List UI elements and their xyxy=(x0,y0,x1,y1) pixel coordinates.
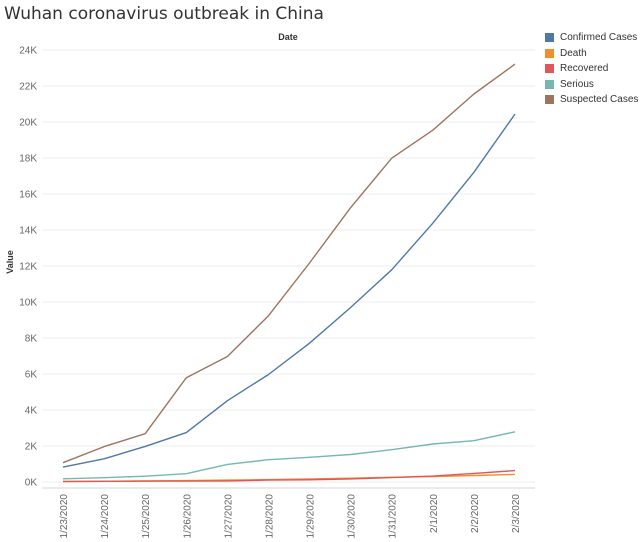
series-line-confirmed-cases xyxy=(62,113,516,468)
series-line-suspected-cases xyxy=(62,63,516,464)
y-tick-label: 2K xyxy=(25,442,38,453)
x-tick-label: 2/3/2020 xyxy=(511,494,522,533)
y-tick-label: 0K xyxy=(25,478,38,489)
y-axis-ticks: 0K 2K 4K 6K 8K 10K 12K 14K 16K 18K 20K 22K 24K xyxy=(19,46,37,489)
gridlines xyxy=(42,49,535,489)
y-tick-label: 8K xyxy=(25,334,38,345)
legend-swatch xyxy=(545,48,554,58)
x-tick-label: 1/23/2020 xyxy=(59,494,70,539)
y-axis-title: Value xyxy=(5,250,15,274)
x-tick-label: 1/31/2020 xyxy=(388,494,399,539)
x-tick-label: 2/1/2020 xyxy=(429,494,440,533)
chart-title: Wuhan coronavirus outbreak in China xyxy=(4,4,324,24)
y-tick-label: 4K xyxy=(25,406,38,417)
series-lines xyxy=(62,63,516,483)
legend-item: Recovered xyxy=(545,61,638,77)
legend-label: Death xyxy=(560,47,587,59)
legend-item: Confirmed Cases xyxy=(545,30,638,46)
y-tick-label: 22K xyxy=(19,82,37,93)
y-tick-label: 18K xyxy=(19,154,37,165)
legend-swatch xyxy=(545,95,554,105)
legend-label: Recovered xyxy=(560,63,609,75)
x-tick-label: 1/27/2020 xyxy=(223,494,234,539)
x-tick-label: 1/29/2020 xyxy=(306,494,317,539)
x-tick-label: 1/24/2020 xyxy=(100,494,111,539)
y-tick-label: 12K xyxy=(19,262,37,273)
y-tick-label: 6K xyxy=(25,370,38,381)
x-tick-label: 1/26/2020 xyxy=(182,494,193,539)
legend-label: Confirmed Cases xyxy=(560,32,638,44)
x-tick-label: 2/2/2020 xyxy=(470,494,481,533)
x-axis-ticks: 1/23/2020 1/24/2020 1/25/2020 1/26/2020 1/27… xyxy=(59,494,522,539)
legend-item: Serious xyxy=(545,77,638,93)
y-tick-label: 20K xyxy=(19,118,37,129)
legend-swatch xyxy=(545,79,554,89)
x-tick-label: 1/28/2020 xyxy=(264,494,275,539)
series-line-serious xyxy=(62,431,516,480)
x-axis-title: Date xyxy=(278,32,298,42)
legend-label: Serious xyxy=(560,78,594,90)
y-tick-label: 10K xyxy=(19,298,37,309)
legend-item: Suspected Cases xyxy=(545,92,638,108)
legend: Confirmed Cases Death Recovered Serious Susp… xyxy=(545,30,638,108)
x-tick-label: 1/30/2020 xyxy=(347,494,358,539)
y-tick-label: 14K xyxy=(19,226,37,237)
legend-item: Death xyxy=(545,46,638,62)
x-tick-label: 1/25/2020 xyxy=(141,494,152,539)
series-line-recovered xyxy=(62,469,516,483)
y-tick-label: 16K xyxy=(19,190,37,201)
legend-label: Suspected Cases xyxy=(560,94,639,106)
y-tick-label: 24K xyxy=(19,46,37,57)
legend-swatch xyxy=(545,33,554,43)
legend-swatch xyxy=(545,64,554,74)
